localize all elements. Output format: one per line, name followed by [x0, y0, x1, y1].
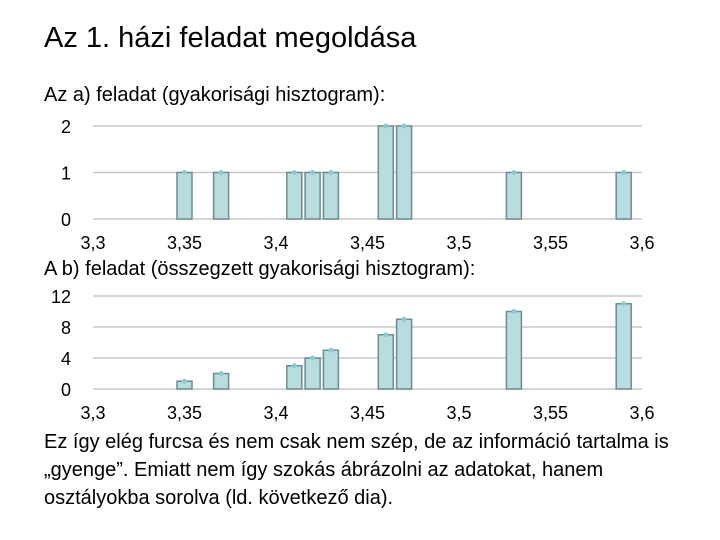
explanation-text: Ez így elég furcsa és nem csak nem szép,… [44, 431, 669, 509]
x-tick-label: 3,55 [533, 233, 568, 253]
bar [505, 171, 523, 220]
cumulative-frequency-histogram: 0 4 8 12 3,3 3,35 3,4 3,45 3,5 3,55 3,6 [51, 287, 655, 423]
bar-marker [328, 347, 334, 353]
bar-marker [383, 123, 389, 129]
bar-marker [310, 355, 316, 361]
bar [322, 171, 340, 220]
bar-marker [401, 123, 407, 129]
bar [615, 303, 632, 390]
x-tick-label: 3,45 [350, 233, 385, 253]
bar [377, 125, 395, 220]
x-tick-label: 3,6 [629, 403, 654, 423]
x-tick-label: 3,55 [533, 403, 568, 423]
subheading-b: A b) feladat (összegzett gyakorisági his… [44, 258, 476, 280]
x-tick-label: 3,35 [167, 233, 202, 253]
bar [377, 334, 395, 390]
bar-marker [511, 309, 517, 314]
bar [286, 171, 303, 220]
bar-marker [401, 316, 407, 322]
bar [395, 318, 413, 390]
x-tick-label: 3,6 [629, 233, 654, 253]
bar-marker [291, 363, 297, 369]
x-tick-label: 3,3 [80, 233, 105, 253]
bar-marker [621, 301, 627, 307]
y-tick-label: 1 [61, 164, 71, 184]
x-tick-label: 3,4 [263, 233, 288, 253]
bar-marker [182, 378, 187, 384]
bar-marker [218, 170, 224, 175]
slide-title: Az 1. házi feladat megoldása [44, 22, 417, 54]
bar-marker [218, 371, 224, 376]
x-tick-label: 3,35 [167, 403, 202, 423]
x-tick-label: 3,45 [350, 403, 385, 423]
bar [286, 365, 303, 390]
x-tick-label: 3,5 [446, 403, 471, 423]
bar-marker [383, 332, 389, 338]
bar [395, 125, 413, 220]
bar-marker [328, 170, 334, 175]
y-tick-label: 2 [61, 117, 71, 137]
bar [304, 357, 321, 390]
y-tick-label: 0 [61, 210, 71, 230]
bar [615, 171, 632, 220]
x-tick-label: 3,3 [80, 403, 105, 423]
y-tick-label: 0 [61, 380, 71, 400]
bar-marker [621, 170, 627, 175]
y-tick-label: 8 [61, 318, 71, 338]
y-tick-label: 12 [51, 287, 71, 307]
subheading-a: Az a) feladat (gyakorisági hisztogram): [44, 84, 386, 106]
bar-marker [182, 170, 187, 175]
bar [212, 171, 230, 220]
bar [304, 171, 321, 220]
frequency-histogram: 0 1 2 3,3 3,35 3,4 3,45 3,5 3,55 3,6 [61, 117, 655, 253]
bar [322, 349, 340, 390]
x-tick-label: 3,5 [446, 233, 471, 253]
bar-marker [291, 170, 297, 175]
x-tick-label: 3,4 [263, 403, 288, 423]
bar [176, 171, 193, 220]
bar [505, 310, 523, 390]
bar-marker [511, 170, 517, 175]
y-tick-label: 4 [61, 349, 71, 369]
bar-marker [310, 170, 316, 175]
